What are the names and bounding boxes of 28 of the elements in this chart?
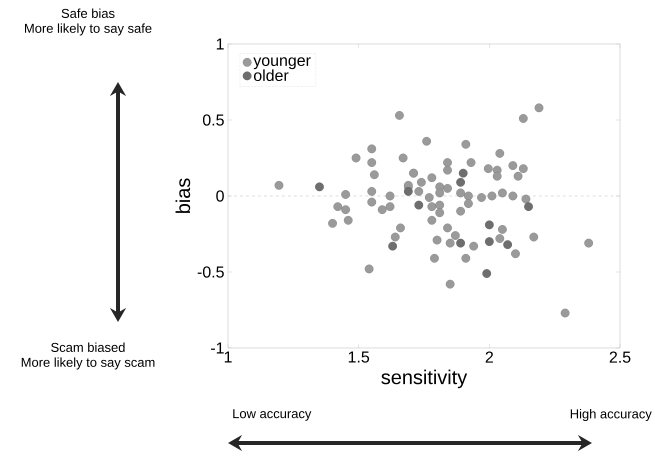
legend-label: younger [253, 57, 311, 70]
point [315, 182, 324, 192]
point [484, 220, 494, 230]
y-axis-title: bias [176, 178, 190, 213]
point [414, 200, 424, 210]
point [388, 242, 398, 251]
point [458, 168, 468, 178]
text: Low accuracy [233, 409, 312, 421]
text: Safe bias More likely to say safe [25, 8, 152, 36]
point [484, 237, 494, 246]
x-tick-label: 1 [224, 352, 232, 362]
legend-label: older [254, 69, 288, 82]
y-tick-label: -1 [211, 342, 224, 354]
point [456, 178, 465, 187]
text: High accuracy [570, 408, 652, 422]
x-tick-label: 2 [486, 352, 493, 363]
x-axis-title: sensitivity [381, 370, 468, 388]
point [482, 269, 492, 278]
y-tick-label: 1 [216, 38, 224, 50]
point [456, 238, 465, 248]
y-tick-label: 0.5 [202, 114, 224, 126]
x-tick-label: 1.5 [348, 352, 370, 363]
point [524, 202, 533, 212]
y-tick-label: 0 [216, 190, 224, 202]
x-tick-label: 2.5 [610, 352, 630, 363]
y-tick-label: -0.5 [198, 266, 224, 278]
text: Scam biased More likely to say scam [22, 342, 154, 370]
point [503, 240, 512, 250]
